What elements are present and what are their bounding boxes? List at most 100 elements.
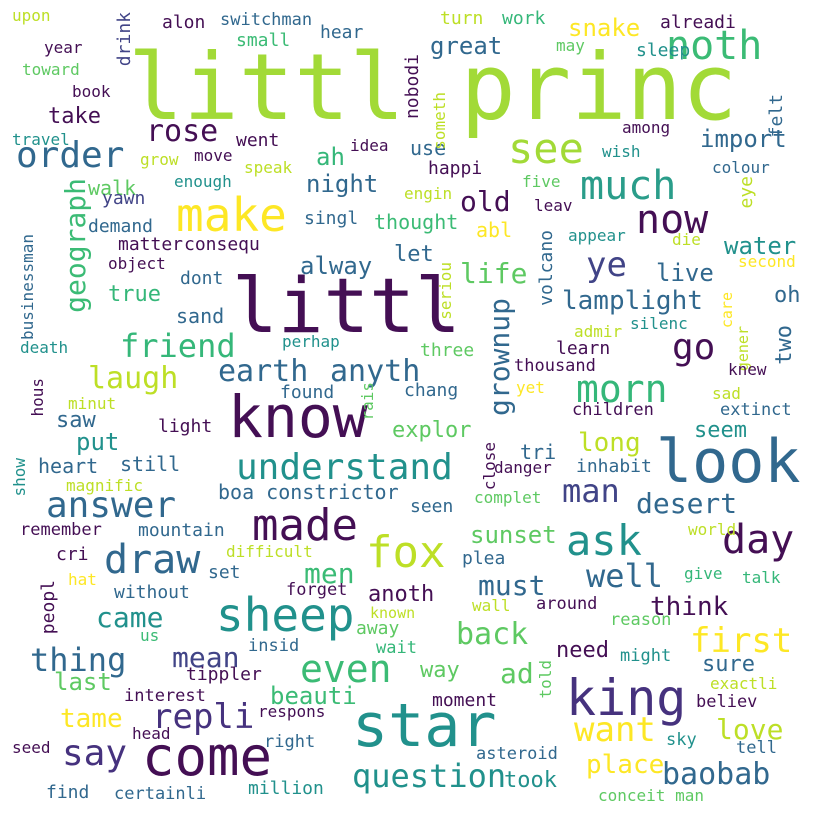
cloud-word: put bbox=[76, 428, 120, 456]
cloud-word: thing bbox=[30, 641, 127, 679]
cloud-word: consequ bbox=[184, 234, 260, 255]
cloud-word: someth bbox=[430, 92, 449, 150]
cloud-word: mountain bbox=[138, 520, 225, 541]
cloud-word: close bbox=[480, 442, 499, 491]
cloud-word: seed bbox=[12, 738, 51, 757]
cloud-word: matter bbox=[118, 234, 184, 255]
cloud-word: went bbox=[236, 130, 280, 151]
cloud-word: laugh bbox=[88, 361, 179, 396]
cloud-word: us bbox=[140, 626, 160, 645]
cloud-word: found bbox=[280, 382, 335, 403]
cloud-word: anoth bbox=[368, 582, 435, 607]
cloud-word: littl bbox=[232, 261, 461, 350]
cloud-word: leav bbox=[534, 196, 573, 215]
cloud-word: care bbox=[718, 292, 736, 329]
cloud-word: chang bbox=[404, 380, 459, 401]
cloud-word: thought bbox=[374, 210, 459, 234]
cloud-word: businessman bbox=[18, 234, 37, 340]
cloud-word: thousand bbox=[514, 356, 596, 376]
cloud-word: death bbox=[20, 338, 69, 357]
cloud-word: object bbox=[108, 254, 166, 273]
cloud-word: live bbox=[656, 259, 714, 287]
cloud-word: switchman bbox=[220, 10, 313, 30]
cloud-word: eye bbox=[736, 176, 757, 209]
cloud-word: million bbox=[248, 778, 324, 799]
cloud-word: sheep bbox=[216, 588, 355, 642]
cloud-word: much bbox=[580, 163, 677, 209]
cloud-word: reason bbox=[610, 610, 672, 630]
cloud-word: morn bbox=[576, 367, 668, 411]
cloud-word: came bbox=[96, 601, 164, 634]
cloud-word: die bbox=[672, 230, 701, 249]
cloud-word: desert bbox=[636, 487, 738, 520]
cloud-word: nobodi bbox=[402, 54, 423, 120]
cloud-word: boa constrictor bbox=[218, 480, 399, 504]
cloud-word: sand bbox=[176, 304, 225, 328]
cloud-word: hous bbox=[28, 378, 47, 417]
cloud-word: think bbox=[650, 592, 729, 622]
cloud-word: tame bbox=[60, 704, 123, 734]
cloud-word: small bbox=[236, 30, 291, 51]
cloud-word: import bbox=[700, 125, 787, 153]
cloud-word: made bbox=[252, 500, 358, 551]
cloud-word: repli bbox=[152, 697, 255, 737]
cloud-word: geograph bbox=[59, 178, 92, 313]
cloud-word: talk bbox=[742, 568, 781, 587]
cloud-word: see bbox=[508, 124, 584, 173]
cloud-word: make bbox=[176, 188, 287, 242]
cloud-word: light bbox=[158, 416, 213, 437]
cloud-word: earth bbox=[218, 354, 309, 389]
cloud-word: three bbox=[420, 340, 475, 361]
cloud-word: littl princ bbox=[128, 34, 738, 141]
cloud-word: head bbox=[132, 724, 171, 743]
cloud-word: interest bbox=[124, 686, 206, 706]
cloud-word: men bbox=[304, 557, 355, 590]
cloud-word: magnific bbox=[66, 476, 144, 495]
cloud-word: draw bbox=[104, 537, 201, 583]
cloud-word: move bbox=[194, 146, 233, 165]
cloud-word: world bbox=[688, 520, 737, 539]
cloud-word: alreadi bbox=[660, 12, 736, 33]
cloud-word: first bbox=[690, 621, 793, 661]
cloud-word: take bbox=[48, 104, 101, 129]
cloud-word: want bbox=[574, 710, 656, 750]
cloud-word: long bbox=[578, 428, 641, 458]
cloud-word: moment bbox=[432, 690, 498, 711]
cloud-word: snake bbox=[568, 14, 641, 42]
cloud-word: five bbox=[522, 172, 561, 191]
cloud-word: may bbox=[556, 36, 585, 55]
cloud-word: away bbox=[356, 618, 400, 639]
cloud-word: understand bbox=[236, 447, 453, 488]
cloud-word: sky bbox=[666, 730, 697, 750]
cloud-word: conceit man bbox=[598, 786, 704, 805]
cloud-word: go bbox=[672, 327, 716, 368]
cloud-word: even bbox=[300, 647, 392, 691]
cloud-word: night bbox=[306, 170, 379, 198]
cloud-word: say bbox=[62, 733, 128, 774]
cloud-word: ah bbox=[316, 143, 345, 171]
cloud-word: took bbox=[504, 768, 557, 793]
cloud-word: alway bbox=[300, 252, 373, 280]
cloud-word: travel bbox=[12, 130, 70, 149]
cloud-word: sure bbox=[702, 652, 755, 677]
cloud-word: ad bbox=[500, 657, 534, 690]
cloud-word: speak bbox=[244, 158, 293, 177]
cloud-word: alon bbox=[162, 12, 206, 33]
cloud-word: wait bbox=[376, 638, 417, 658]
cloud-word: upon bbox=[12, 6, 51, 25]
cloud-word: exactli bbox=[710, 674, 778, 693]
cloud-word: book bbox=[72, 82, 111, 101]
cloud-word: life bbox=[460, 257, 528, 290]
cloud-word: tippler bbox=[186, 664, 262, 685]
cloud-word: tell bbox=[736, 738, 777, 758]
cloud-word: sleep bbox=[636, 40, 691, 61]
cloud-word: sunset bbox=[470, 521, 557, 549]
cloud-word: anyth bbox=[330, 354, 421, 389]
cloud-word: old bbox=[460, 185, 511, 218]
cloud-word: star bbox=[352, 691, 497, 761]
cloud-word: question bbox=[352, 757, 507, 795]
cloud-word: come bbox=[142, 725, 273, 788]
cloud-word: might bbox=[620, 646, 672, 666]
cloud-word: colour bbox=[712, 158, 770, 177]
cloud-word: let bbox=[394, 242, 434, 267]
